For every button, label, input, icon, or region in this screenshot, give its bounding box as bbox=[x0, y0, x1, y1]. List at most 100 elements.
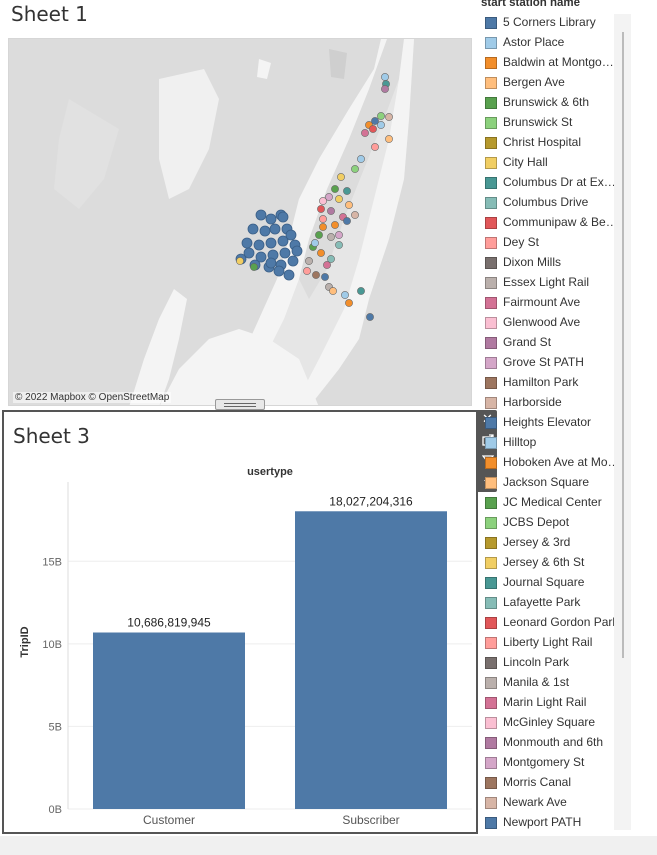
bar-customer[interactable] bbox=[93, 632, 245, 809]
legend-label: Hoboken Ave at Monmouth St bbox=[503, 455, 621, 469]
legend-swatch bbox=[485, 597, 497, 609]
legend-item[interactable]: Harborside bbox=[481, 394, 621, 414]
legend-item[interactable]: Lincoln Park bbox=[481, 654, 621, 674]
station-marker bbox=[351, 165, 359, 173]
legend-item[interactable]: Baldwin at Montgomery bbox=[481, 54, 621, 74]
legend-item[interactable]: Leonard Gordon Park bbox=[481, 614, 621, 634]
map-view[interactable]: © 2022 Mapbox © OpenStreetMap bbox=[8, 38, 472, 406]
legend-label: Liberty Light Rail bbox=[503, 635, 593, 649]
legend-label: Hamilton Park bbox=[503, 375, 579, 389]
legend-item[interactable]: Astor Place bbox=[481, 34, 621, 54]
legend-label: Heights Elevator bbox=[503, 415, 592, 429]
legend-item[interactable]: McGinley Square bbox=[481, 714, 621, 734]
legend-swatch bbox=[485, 137, 497, 149]
legend-item[interactable]: Jackson Square bbox=[481, 474, 621, 494]
legend-item[interactable]: City Hall bbox=[481, 154, 621, 174]
legend-swatch bbox=[485, 97, 497, 109]
legend-label: Newport PATH bbox=[503, 815, 582, 829]
legend-swatch bbox=[485, 197, 497, 209]
station-marker bbox=[371, 117, 379, 125]
station-marker bbox=[335, 241, 343, 249]
station-marker bbox=[259, 225, 271, 237]
legend-item[interactable]: JCBS Depot bbox=[481, 514, 621, 534]
legend-label: Bergen Ave bbox=[503, 75, 565, 89]
legend-item[interactable]: Montgomery St bbox=[481, 754, 621, 774]
legend-item[interactable]: Journal Square bbox=[481, 574, 621, 594]
legend-item[interactable]: Bergen Ave bbox=[481, 74, 621, 94]
station-marker bbox=[319, 197, 327, 205]
legend-item[interactable]: Heights Elevator bbox=[481, 414, 621, 434]
station-marker bbox=[385, 135, 393, 143]
station-marker bbox=[319, 223, 327, 231]
legend-scroll-thumb[interactable] bbox=[622, 32, 624, 658]
sheet1-title: Sheet 1 bbox=[11, 2, 88, 26]
legend-item[interactable]: Monmouth and 6th bbox=[481, 734, 621, 754]
legend-swatch bbox=[485, 337, 497, 349]
legend-item[interactable]: Dixon Mills bbox=[481, 254, 621, 274]
station-marker bbox=[327, 233, 335, 241]
legend-label: Hilltop bbox=[503, 435, 537, 449]
legend-label: Astor Place bbox=[503, 35, 565, 49]
legend-item[interactable]: Jersey & 3rd bbox=[481, 534, 621, 554]
legend-item[interactable]: Marin Light Rail bbox=[481, 694, 621, 714]
legend-item[interactable]: Grand St bbox=[481, 334, 621, 354]
park-area bbox=[329, 49, 347, 79]
station-marker bbox=[329, 287, 337, 295]
legend-item[interactable]: Newport PATH bbox=[481, 814, 621, 830]
legend-item[interactable]: Hamilton Park bbox=[481, 374, 621, 394]
legend-item[interactable]: JC Medical Center bbox=[481, 494, 621, 514]
station-marker bbox=[277, 211, 289, 223]
bar-subscriber[interactable] bbox=[295, 511, 447, 809]
legend-item[interactable]: Hoboken Ave at Monmouth St bbox=[481, 454, 621, 474]
legend-item[interactable]: Fairmount Ave bbox=[481, 294, 621, 314]
bars: 10,686,819,945 18,027,204,316 bbox=[93, 494, 447, 809]
sheet3-panel[interactable]: Sheet 3 usertype TripID 0B 5B 10B 15B 10,68… bbox=[2, 410, 478, 834]
legend-item[interactable]: Jersey & 6th St bbox=[481, 554, 621, 574]
y-tick-label: 15B bbox=[42, 556, 62, 568]
legend-item[interactable]: Dey St bbox=[481, 234, 621, 254]
legend-item[interactable]: Newark Ave bbox=[481, 794, 621, 814]
legend-item[interactable]: Brunswick & 6th bbox=[481, 94, 621, 114]
x-tick-label: Customer bbox=[143, 813, 195, 827]
panel-resize-handle[interactable] bbox=[215, 399, 265, 410]
station-marker bbox=[385, 113, 393, 121]
legend-item[interactable]: Brunswick St bbox=[481, 114, 621, 134]
legend-swatch bbox=[485, 357, 497, 369]
legend-item[interactable]: Columbus Dr at Exchange Pl bbox=[481, 174, 621, 194]
legend-item[interactable]: Liberty Light Rail bbox=[481, 634, 621, 654]
legend-label: Columbus Dr at Exchange Pl bbox=[503, 175, 621, 189]
legend-item[interactable]: Morris Canal bbox=[481, 774, 621, 794]
station-marker bbox=[287, 255, 299, 267]
station-marker bbox=[291, 245, 303, 257]
y-axis-label: TripID bbox=[19, 626, 31, 657]
station-marker bbox=[269, 223, 281, 235]
legend-item[interactable]: Lafayette Park bbox=[481, 594, 621, 614]
legend-swatch bbox=[485, 797, 497, 809]
river-east bbox=[295, 39, 414, 405]
station-marker bbox=[236, 257, 244, 265]
legend-label: Jersey & 6th St bbox=[503, 555, 585, 569]
legend-item[interactable]: Christ Hospital bbox=[481, 134, 621, 154]
legend-scrollbar[interactable] bbox=[614, 14, 631, 830]
legend-swatch bbox=[485, 777, 497, 789]
legend-label: Harborside bbox=[503, 395, 562, 409]
legend-item[interactable]: Hilltop bbox=[481, 434, 621, 454]
station-marker bbox=[279, 247, 291, 259]
legend-swatch bbox=[485, 397, 497, 409]
legend-item[interactable]: Manila & 1st bbox=[481, 674, 621, 694]
legend-label: Newark Ave bbox=[503, 795, 567, 809]
bar-chart[interactable]: usertype TripID 0B 5B 10B 15B 10,686,819,94… bbox=[4, 412, 476, 832]
legend-item[interactable]: Grove St PATH bbox=[481, 354, 621, 374]
station-marker bbox=[283, 269, 295, 281]
legend-swatch bbox=[485, 157, 497, 169]
legend-item[interactable]: Essex Light Rail bbox=[481, 274, 621, 294]
map-canvas[interactable] bbox=[9, 39, 472, 406]
legend-label: Montgomery St bbox=[503, 755, 585, 769]
legend-item[interactable]: Columbus Drive bbox=[481, 194, 621, 214]
legend-item[interactable]: 5 Corners Library bbox=[481, 14, 621, 34]
legend-item[interactable]: Glenwood Ave bbox=[481, 314, 621, 334]
station-markers[interactable] bbox=[235, 73, 393, 321]
legend-label: Manila & 1st bbox=[503, 675, 570, 689]
legend-item[interactable]: Communipaw & Berry Lane bbox=[481, 214, 621, 234]
station-marker bbox=[317, 249, 325, 257]
